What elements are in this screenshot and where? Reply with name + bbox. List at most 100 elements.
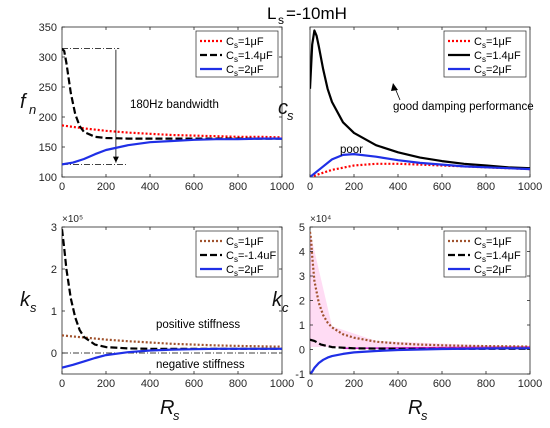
ylabel-ks: k [20,289,31,311]
series-line-2 [62,347,282,369]
xtick-label: 600 [433,181,451,193]
legend-label: Cs=1.4μF [474,250,521,264]
ytick-label: -1 [295,369,305,381]
ytick-label: 5 [299,222,305,234]
ytick-label: 3 [299,271,305,283]
ytick-label: 300 [39,52,57,64]
svg-text:s: s [30,300,37,315]
xtick-label: 800 [229,181,247,193]
xtick-label: 1000 [270,378,294,390]
xtick-label: 1000 [518,181,542,193]
svg-text:n: n [29,102,36,117]
ytick-label: 350 [39,22,57,34]
ytick-label: 150 [39,142,57,154]
series-line-0 [62,334,282,348]
xtick-label: 200 [97,378,115,390]
svg-text:s: s [173,408,180,423]
series-ks [62,228,282,369]
ytick-label: 1 [51,306,57,318]
xtick-label: 600 [185,181,203,193]
ytick-label: 4 [299,247,305,259]
ytick-label: 3 [51,222,57,234]
series-fn [62,47,282,166]
panel-cs: 0 200 400 600 800 1000 c s Cs=1μFCs=1.4μFCs=2… [278,26,542,193]
annotation-negative-stiffness: negative stiffness [156,359,245,371]
legend-label: Cs=-1.4uF [226,250,276,264]
legend-label: Cs=2μF [226,264,264,278]
xtick-label: 400 [389,181,407,193]
ytick-label: 1 [299,320,305,332]
ylabel-kc: k [272,289,283,311]
ytick-label: 0 [299,345,305,357]
svg-text:=-10mH: =-10mH [286,4,347,23]
arrowhead [112,156,119,163]
xtick-label: 200 [345,181,363,193]
xtick-label: 1000 [518,378,542,390]
arrowhead [391,83,398,91]
xtick-label: 800 [477,378,495,390]
ticks-fn: 0 200 400 600 800 1000 100 150 200 250 300 350 [39,22,295,193]
xtick-label: 0 [307,378,313,390]
xtick-label: 600 [433,378,451,390]
svg-text:c: c [282,300,289,315]
xtick-label: 1000 [270,181,294,193]
ytick-label: 250 [39,82,57,94]
series-line-2 [310,153,530,177]
xtick-label: 800 [229,378,247,390]
annotation-good-damping: good damping performance [393,101,534,113]
xtick-label: 800 [477,181,495,193]
xtick-label: 400 [141,378,159,390]
ytick-label: 2 [299,296,305,308]
legend-label: Cs=1μF [226,36,264,50]
guides-cs [391,83,401,101]
annotation-positive-stiffness: positive stiffness [156,319,240,331]
legend-box [443,230,527,278]
shaded-band [310,231,530,348]
ytick-label: 2 [51,264,57,276]
legend-label: Cs=1μF [474,236,512,250]
ytick-label: 100 [39,172,57,184]
legend-label: Cs=1.4μF [226,50,273,64]
xtick-label: 200 [97,181,115,193]
legend-label: Cs=2μF [474,64,512,78]
xlabel-ks: R [160,397,174,419]
ytick-label: 0 [51,348,57,360]
xtick-label: 0 [59,181,65,193]
xlabel-kc: R [408,397,422,419]
series-line-2 [62,137,282,166]
ylabel-fn: f [20,91,28,113]
panel-ks: 0 200 400 600 800 1000 0 1 2 3 ×10⁵ k s R s Cs=1μ… [20,214,294,423]
series-line-0 [310,231,530,348]
legend-label: Cs=2μF [226,64,264,78]
svg-text:L: L [267,4,276,23]
xtick-label: 400 [141,181,159,193]
ticks-cs: 0 200 400 600 800 1000 [307,27,542,193]
exponent-ks: ×10⁵ [62,214,83,225]
series-kc [310,231,530,374]
ylabel-cs: c [278,97,288,119]
xtick-label: 200 [345,378,363,390]
svg-text:s: s [278,13,284,27]
legend-label: Cs=2μF [474,264,512,278]
series-line-1 [62,47,282,140]
legend-label: Cs=1μF [474,36,512,50]
figure-title: L s =-10mH [267,4,347,27]
series-line-1 [310,29,530,170]
ticks-ks: 0 200 400 600 800 1000 0 1 2 3 [51,222,294,390]
series-line-0 [62,124,282,139]
legend-label: Cs=1.4μF [474,50,521,64]
legend-label: Cs=1μF [226,236,264,250]
annotation-poor: poor [340,144,363,156]
annotation-bandwidth: 180Hz bandwidth [130,99,219,111]
exponent-kc: ×10⁴ [310,214,331,225]
xtick-label: 600 [185,378,203,390]
xtick-label: 400 [389,378,407,390]
xtick-label: 0 [59,378,65,390]
